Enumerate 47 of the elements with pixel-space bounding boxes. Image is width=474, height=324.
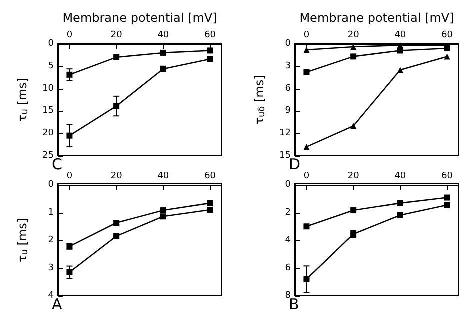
x-tick-label: 40 [394, 172, 406, 182]
y-tick-label: 0 [285, 39, 292, 49]
x-tick-label: 0 [66, 30, 73, 40]
y-tick-label: 1 [48, 208, 54, 218]
annotation: C [52, 156, 62, 174]
y-tick-label: 3 [285, 61, 291, 72]
y-tick-label: 4 [48, 291, 54, 301]
x-tick-label: 20 [348, 172, 360, 182]
y-tick-label: 6 [285, 263, 292, 274]
annotation: B [289, 296, 300, 314]
y-axis-title: τu [ms] [16, 218, 30, 263]
y-tick-label: 0 [48, 180, 54, 190]
x-tick-label: 20 [348, 30, 360, 40]
x-tick-label: 60 [204, 30, 216, 40]
y-tick-label: 15 [42, 106, 54, 116]
y-tick-label: 20 [42, 128, 54, 139]
x-axis-title: Membrane potential [mV] [62, 11, 218, 25]
y-axis-title: τu [ms] [16, 78, 30, 122]
x-tick-label: 60 [204, 172, 216, 182]
x-tick-label: 20 [110, 172, 123, 182]
y-tick-label: 3 [48, 263, 54, 274]
annotation: A [52, 296, 63, 314]
x-tick-label: 20 [110, 30, 123, 40]
y-tick-label: 0 [285, 180, 292, 190]
y-axis-title: τuδ [ms] [252, 75, 268, 125]
y-tick-label: 8 [285, 291, 292, 301]
x-tick-label: 40 [158, 172, 170, 182]
x-tick-label: 40 [158, 30, 170, 40]
y-tick-label: 2 [285, 208, 291, 218]
y-tick-label: 5 [48, 61, 54, 72]
y-tick-label: 6 [285, 84, 292, 94]
y-tick-label: 2 [48, 236, 54, 246]
y-tick-label: 10 [42, 84, 54, 94]
x-tick-label: 0 [304, 30, 310, 40]
y-tick-label: 12 [280, 128, 291, 139]
x-axis-title: Membrane potential [mV] [300, 11, 454, 25]
y-tick-label: 0 [48, 39, 54, 49]
annotation: D [289, 156, 301, 174]
x-tick-label: 60 [442, 172, 454, 182]
x-tick-label: 40 [394, 30, 406, 40]
y-tick-label: 25 [42, 151, 54, 161]
y-tick-label: 4 [285, 236, 292, 246]
x-tick-label: 0 [66, 172, 73, 182]
y-tick-label: 15 [280, 151, 291, 161]
y-tick-label: 9 [285, 106, 292, 116]
x-tick-label: 60 [442, 30, 454, 40]
x-tick-label: 0 [304, 172, 310, 182]
